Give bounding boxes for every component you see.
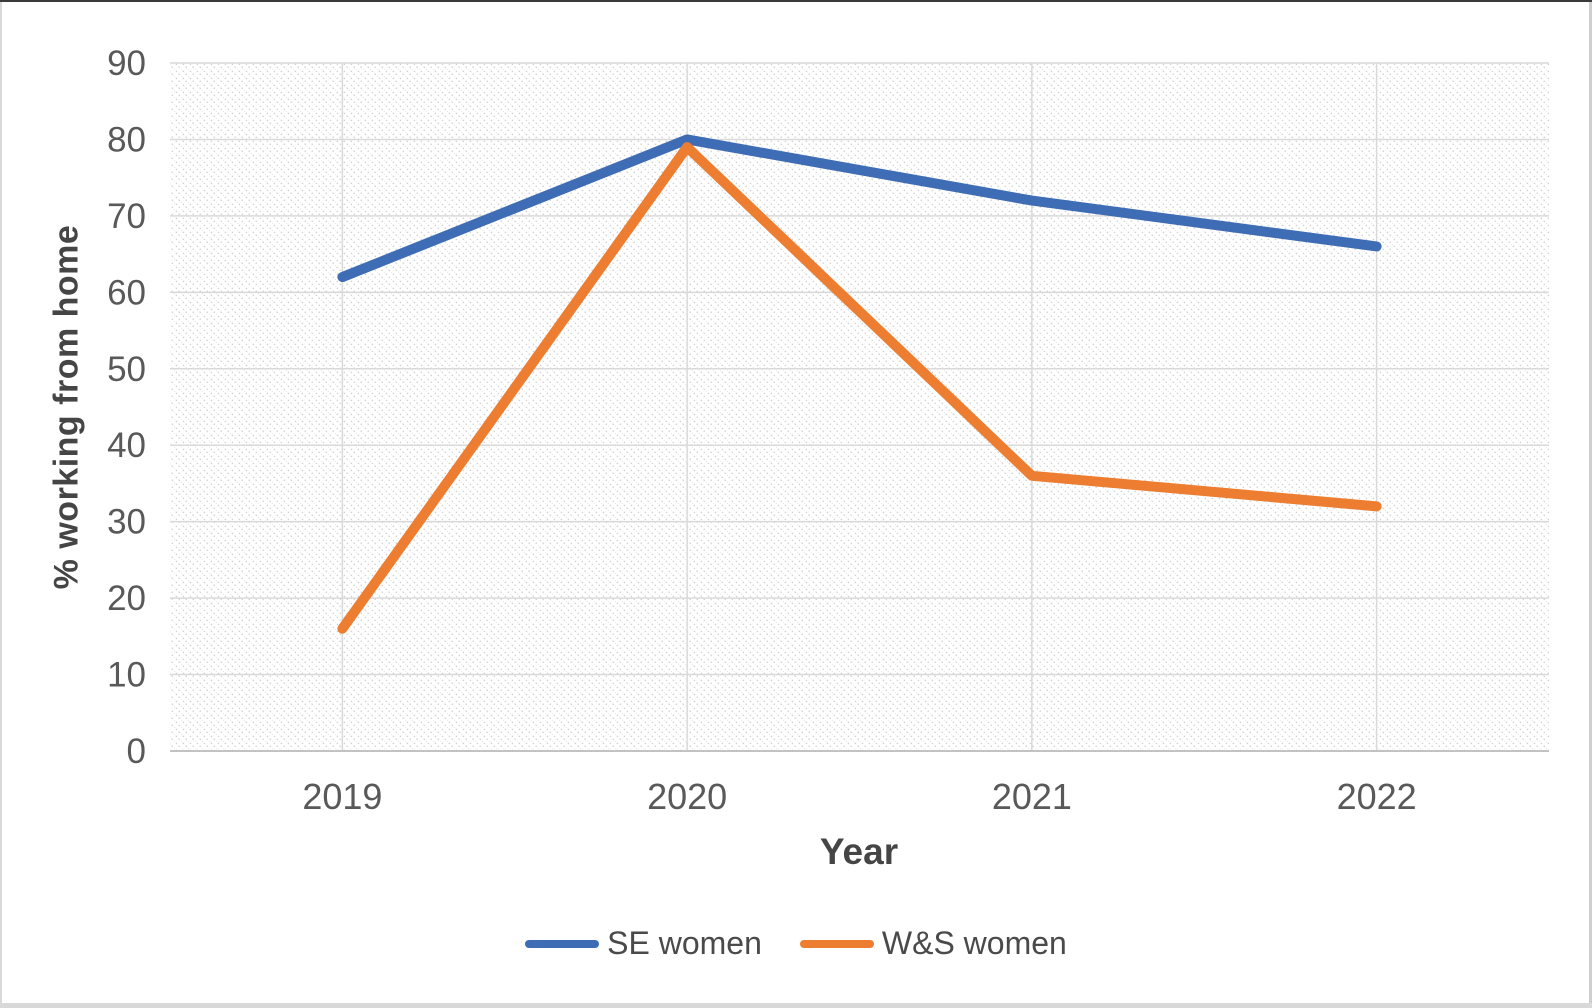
- series-line-1: [337, 142, 1382, 634]
- legend-label-ws-women: W&S women: [881, 925, 1067, 961]
- y-axis-title: % working from home: [47, 224, 86, 590]
- svg-text:90: 90: [107, 44, 146, 83]
- legend-item-ws-women: W&S women: [799, 925, 1067, 962]
- window-bottom-border: [0, 1003, 1592, 1008]
- svg-text:80: 80: [107, 120, 146, 159]
- legend: SE women W&S women: [0, 925, 1592, 962]
- x-tick-labels: 2019 2020 2021 2022: [302, 776, 1416, 817]
- gridlines: [170, 62, 1549, 751]
- svg-text:0: 0: [127, 732, 146, 771]
- svg-text:2020: 2020: [647, 776, 727, 817]
- svg-text:70: 70: [107, 197, 146, 236]
- legend-swatch-ws-women: [799, 939, 874, 948]
- window-top-edge: [0, 0, 1592, 2]
- y-tick-labels: 0 10 20 30 40 50 60 70 80 90: [107, 44, 146, 771]
- series-line-0: [337, 134, 1382, 283]
- svg-text:50: 50: [107, 350, 146, 389]
- window-left-border: [0, 2, 2, 1008]
- svg-text:2019: 2019: [302, 776, 382, 817]
- legend-label-se-women: SE women: [607, 925, 762, 961]
- svg-text:20: 20: [107, 579, 146, 618]
- svg-text:30: 30: [107, 503, 146, 542]
- legend-item-se-women: SE women: [525, 925, 762, 962]
- svg-text:40: 40: [107, 426, 146, 465]
- window-right-border: [1589, 2, 1592, 1008]
- svg-text:10: 10: [107, 656, 146, 695]
- x-axis-title: Year: [819, 831, 899, 872]
- svg-text:2021: 2021: [992, 776, 1072, 817]
- svg-text:60: 60: [107, 273, 146, 312]
- legend-swatch-se-women: [525, 939, 600, 948]
- svg-text:2022: 2022: [1337, 776, 1417, 817]
